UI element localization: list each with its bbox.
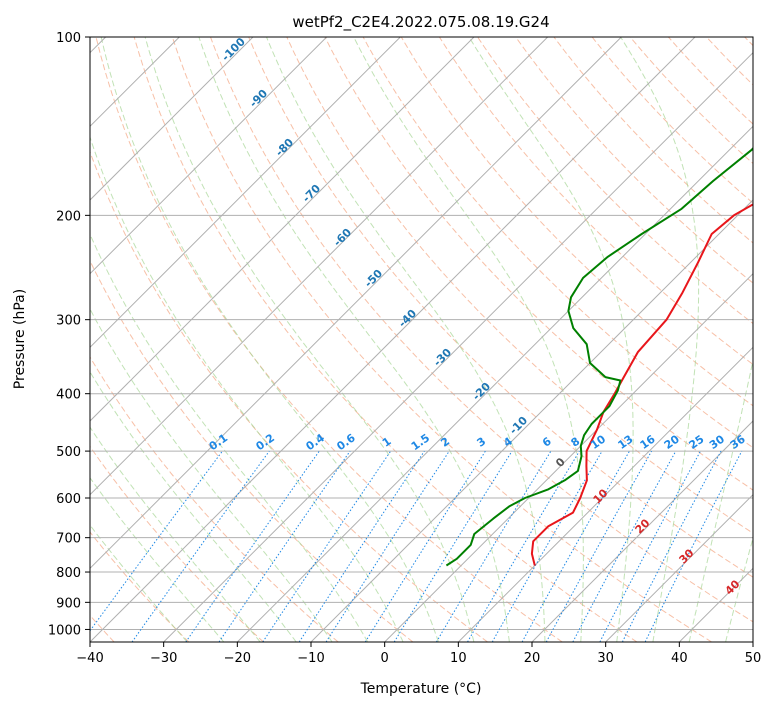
isotherm-line (90, 37, 695, 642)
dry-adiabat-line (0, 37, 338, 642)
x-tick-label: 0 (381, 651, 389, 666)
isotherm-line (458, 37, 775, 642)
y-axis-label: Pressure (hPa) (12, 289, 28, 389)
mixing-ratio-line (132, 451, 269, 642)
isotherm-line (753, 37, 775, 642)
isotherm-line (679, 37, 775, 642)
mixing-ratio-label: 16 (638, 432, 658, 452)
isotherm-line (0, 37, 327, 642)
mixing-ratio-label: 25 (687, 433, 707, 452)
y-tick-label: 300 (56, 314, 81, 329)
mixing-ratio-line (645, 451, 742, 642)
x-tick-label: −10 (297, 651, 324, 666)
dry-adiabat-line (554, 37, 775, 642)
isotherm-line (164, 37, 769, 642)
mixing-ratio-label: 30 (707, 432, 727, 452)
dry-adiabat-line (0, 37, 189, 642)
moist-adiabat-label: 30 (677, 546, 697, 566)
moist-adiabat-line (5, 37, 332, 642)
mixing-ratio-line (326, 451, 449, 642)
mixing-ratio-label: 6 (540, 435, 554, 450)
dry-adiabat-line (58, 37, 488, 642)
dry-adiabat-label: -80 (273, 136, 296, 159)
y-tick-label: 500 (56, 445, 81, 460)
temperature-profile (532, 37, 775, 566)
isotherm-line (237, 37, 775, 642)
mixing-ratio-label: 36 (728, 432, 748, 452)
x-tick-label: 20 (524, 651, 541, 666)
isotherm-line (532, 37, 775, 642)
dry-adiabat-label: -70 (300, 182, 323, 205)
y-tick-label: 900 (56, 596, 81, 611)
dry-adiabat-label: -40 (396, 307, 419, 330)
dry-adiabat-label: -30 (431, 346, 454, 369)
chart-title: wetPf2_C2E4.2022.075.08.19.G24 (292, 13, 549, 32)
mixing-ratio-line (600, 451, 701, 642)
mixing-ratio-label: 0.6 (334, 431, 358, 453)
moist-adiabat-line (469, 37, 633, 642)
dry-adiabat-label: -60 (331, 226, 354, 249)
mixing-ratio-label: 0.4 (304, 431, 328, 453)
mixing-ratio-label: 3 (475, 435, 489, 450)
isotherm-line (0, 37, 400, 642)
x-tick-label: 10 (450, 651, 467, 666)
mixing-ratio-line (546, 451, 651, 642)
moist-adiabat-label: 40 (723, 577, 743, 597)
dry-adiabat-line (0, 37, 264, 642)
mixing-ratio-line (82, 451, 223, 642)
mixing-ratio-label: 2 (438, 435, 452, 450)
mixing-ratio-line (299, 451, 424, 642)
moist-adiabat-line (33, 37, 368, 642)
x-tick-label: 30 (597, 651, 614, 666)
moist-adiabat-line (0, 37, 187, 642)
isotherm-line (0, 37, 253, 642)
isotherm-line (0, 37, 474, 642)
x-tick-label: −40 (76, 651, 103, 666)
isotherm-line (16, 37, 621, 642)
dry-adiabat-label: -10 (507, 414, 530, 437)
dry-adiabat-label: -20 (470, 380, 493, 403)
moist-adiabat-line (64, 37, 403, 642)
x-tick-label: 50 (745, 651, 762, 666)
y-tick-label: 1000 (48, 623, 81, 638)
mixing-ratio-line (573, 451, 676, 642)
dry-adiabat-label: -50 (362, 267, 385, 290)
dry-adiabat-line (134, 37, 637, 642)
dry-adiabat-line (707, 37, 775, 642)
y-tick-label: 200 (56, 209, 81, 224)
background-lines (0, 37, 775, 642)
mixing-ratio-label: 1 (380, 435, 394, 450)
moist-adiabat-label: 20 (633, 516, 653, 536)
mixing-ratio-line (263, 451, 391, 642)
y-tick-label: 100 (56, 31, 81, 46)
moist-adiabat-label: 0 (553, 455, 568, 470)
moist-adiabat-line (0, 37, 260, 642)
mixing-ratio-line (394, 451, 512, 642)
dry-adiabat-line (20, 37, 413, 642)
y-tick-label: 800 (56, 566, 81, 581)
mixing-ratio-label: 1.5 (409, 431, 432, 453)
x-tick-label: −20 (224, 651, 251, 666)
moist-adiabat-line (101, 37, 438, 642)
y-tick-label: 700 (56, 532, 81, 547)
x-axis-label: Temperature (°C) (360, 681, 482, 697)
dry-adiabat-label: -100 (219, 35, 248, 64)
x-tick-label: −30 (150, 651, 177, 666)
mixing-ratio-label: 0.1 (207, 431, 230, 453)
moist-adiabat-line (726, 37, 775, 642)
y-tick-label: 400 (56, 388, 81, 403)
x-tick-label: 40 (671, 651, 688, 666)
moist-adiabat-line (689, 37, 775, 642)
dry-adiabat-label: -90 (247, 87, 270, 110)
y-tick-label: 600 (56, 492, 81, 507)
